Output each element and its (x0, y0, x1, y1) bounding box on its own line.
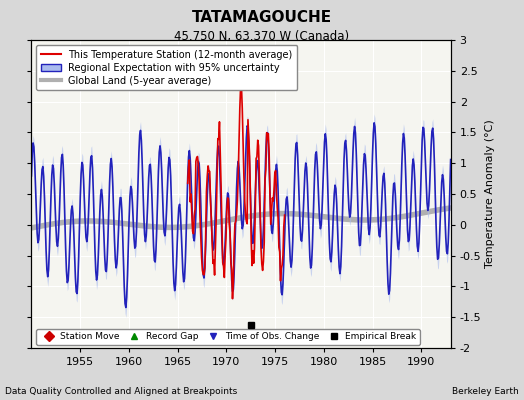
Legend: Station Move, Record Gap, Time of Obs. Change, Empirical Break: Station Move, Record Gap, Time of Obs. C… (36, 329, 420, 345)
Y-axis label: Temperature Anomaly (°C): Temperature Anomaly (°C) (485, 120, 496, 268)
Text: Berkeley Earth: Berkeley Earth (452, 387, 519, 396)
Text: 45.750 N, 63.370 W (Canada): 45.750 N, 63.370 W (Canada) (174, 30, 350, 43)
Text: TATAMAGOUCHE: TATAMAGOUCHE (192, 10, 332, 25)
Text: Data Quality Controlled and Aligned at Breakpoints: Data Quality Controlled and Aligned at B… (5, 387, 237, 396)
